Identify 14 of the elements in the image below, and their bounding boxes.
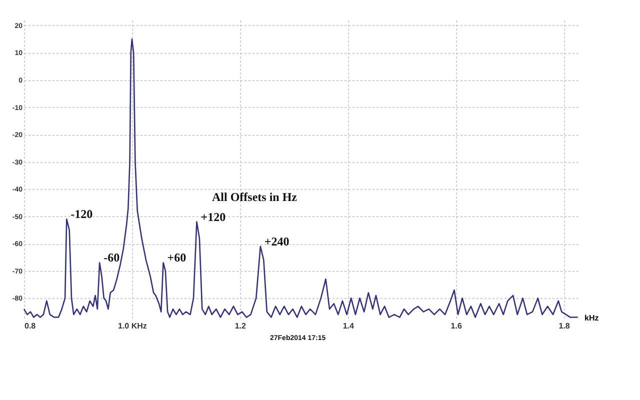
annotation: +240: [264, 234, 290, 248]
annotation: -120: [70, 207, 93, 222]
x-tick-label: 1.8: [558, 322, 570, 330]
x-axis-title: kHz: [584, 314, 599, 322]
line-series: [23, 38, 578, 318]
annotation: -60: [104, 250, 120, 265]
x-tick-label: 0.8: [24, 322, 36, 330]
x-tick-label: 1.0 KHz: [118, 322, 147, 330]
annotation: +120: [200, 210, 226, 224]
annotation: All Offsets in Hz: [212, 190, 298, 204]
x-tick-label: 1.4: [342, 322, 354, 330]
x-tick-label: 1.6: [450, 322, 462, 330]
annotation: +60: [167, 250, 186, 265]
x-tick-label: 1.2: [234, 322, 247, 330]
